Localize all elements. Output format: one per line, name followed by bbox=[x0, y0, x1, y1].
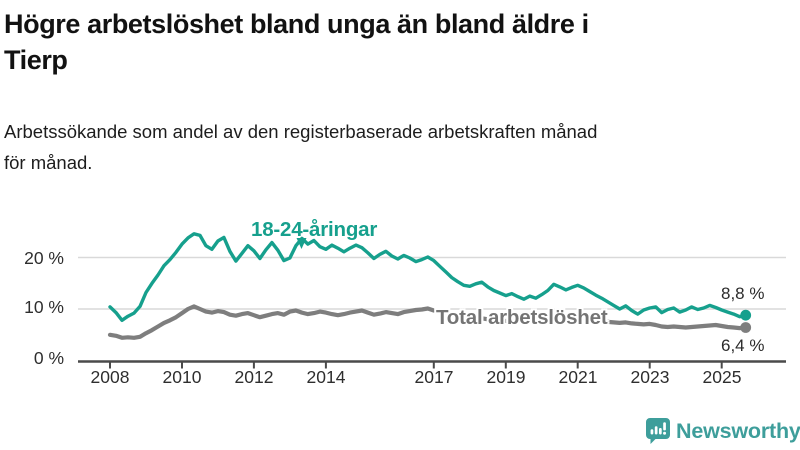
newsworthy-wordmark: Newsworthy bbox=[676, 419, 800, 443]
x-axis-label-2017: 2017 bbox=[414, 367, 454, 387]
footer-branding: Newsworthy bbox=[645, 417, 800, 447]
x-axis-label-2023: 2023 bbox=[630, 367, 670, 387]
page-title: Högre arbetslöshet bland unga än bland ä… bbox=[4, 6, 796, 78]
x-axis-label-2010: 2010 bbox=[162, 367, 202, 387]
y-axis-label-20: 20 % bbox=[24, 248, 64, 268]
y-axis-label-10: 10 % bbox=[24, 297, 64, 317]
series-label-total: Total arbetslöshet bbox=[436, 306, 608, 329]
end-value-youth: 8,8 % bbox=[721, 284, 765, 303]
newsworthy-logo-icon bbox=[646, 418, 670, 444]
x-axis-label-2025: 2025 bbox=[702, 367, 742, 387]
end-value-total: 6,4 % bbox=[721, 336, 765, 355]
series-line-total bbox=[107, 304, 748, 340]
x-axis-label-2019: 2019 bbox=[486, 367, 526, 387]
x-axis-label-2008: 2008 bbox=[90, 367, 130, 387]
chart-subtitle: Arbetssökande som andel av den registerb… bbox=[4, 116, 796, 178]
subtitle-line-2: för månad. bbox=[4, 152, 93, 173]
series-end-dot-youth bbox=[740, 309, 752, 321]
x-axis-label-2021: 2021 bbox=[558, 367, 598, 387]
title-line-2: Tierp bbox=[4, 45, 68, 75]
x-axis-label-2014: 2014 bbox=[306, 367, 346, 387]
series-label-youth: 18-24-åringar bbox=[251, 218, 378, 241]
y-axis-label-0: 0 % bbox=[33, 348, 64, 368]
title-line-1: Högre arbetslöshet bland unga än bland ä… bbox=[4, 9, 589, 39]
subtitle-line-1: Arbetssökande som andel av den registerb… bbox=[4, 121, 598, 142]
x-axis-label-2012: 2012 bbox=[234, 367, 274, 387]
series-end-dot-total bbox=[740, 322, 752, 333]
series-line-youth bbox=[108, 232, 748, 322]
